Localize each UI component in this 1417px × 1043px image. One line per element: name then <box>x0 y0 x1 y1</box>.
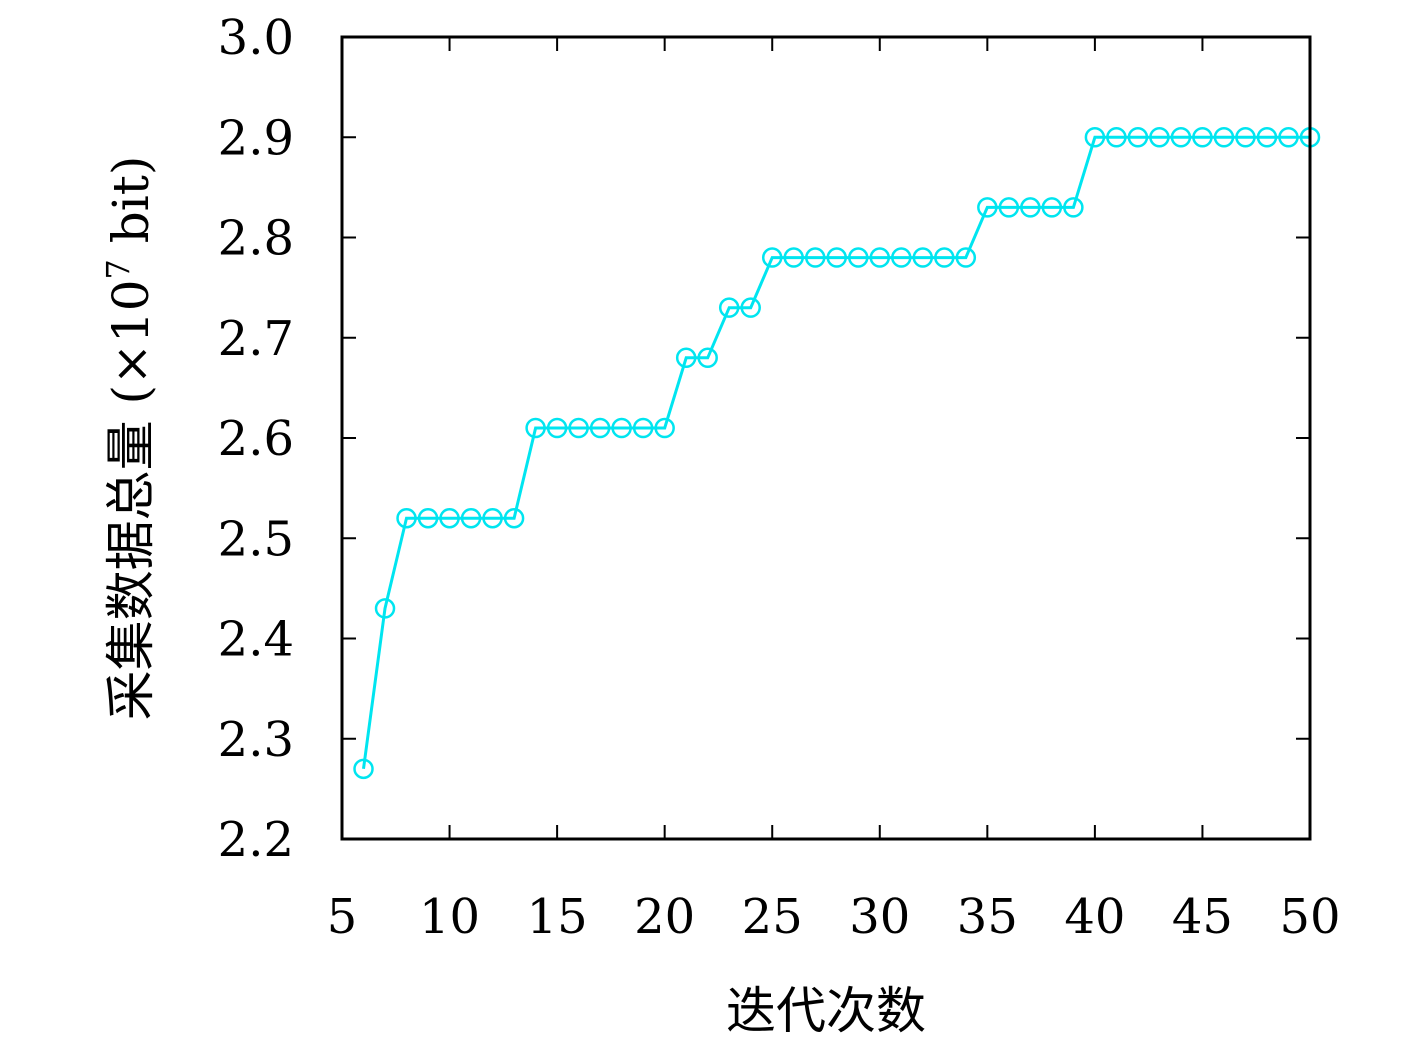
x-tick-label: 25 <box>742 889 803 945</box>
data-point <box>804 247 826 268</box>
data-point <box>675 347 697 369</box>
x-tick-label: 15 <box>527 889 588 945</box>
data-point <box>568 417 589 439</box>
data-point <box>589 417 611 439</box>
data-point <box>869 247 891 268</box>
data-point <box>934 247 955 268</box>
x-tick-label: 50 <box>1279 889 1340 945</box>
data-point <box>761 247 783 268</box>
data-point <box>1106 127 1127 148</box>
x-tick-label: 35 <box>957 889 1018 945</box>
y-tick-label: 2.8 <box>218 211 294 267</box>
y-tick-label: 2.6 <box>218 411 294 467</box>
x-tick-label: 30 <box>849 889 910 945</box>
y-tick-label: 2.4 <box>218 612 294 668</box>
series-line <box>362 135 1310 769</box>
data-point <box>460 507 482 529</box>
data-point <box>891 247 912 268</box>
data-point <box>611 417 632 439</box>
data-point <box>783 247 804 268</box>
data-point <box>1256 127 1278 148</box>
y-axis-title-unit: bit) <box>102 156 160 260</box>
series-group <box>353 127 1321 780</box>
y-tick-label: 2.9 <box>218 110 294 166</box>
data-point <box>740 297 761 318</box>
y-tick-label: 2.3 <box>218 712 294 768</box>
x-axis-title: 迭代次数 <box>726 982 926 1040</box>
y-axis-title: 采集数据总量 (×107 bit) <box>99 156 160 721</box>
axis-ticks <box>341 36 1311 840</box>
data-point <box>439 507 460 529</box>
data-point <box>1063 197 1084 218</box>
y-tick-label: 3.0 <box>218 10 294 66</box>
data-point <box>1213 127 1235 148</box>
data-point <box>546 417 568 439</box>
data-point <box>848 247 869 268</box>
y-tick-label: 2.5 <box>218 511 294 567</box>
data-point <box>1192 127 1213 148</box>
data-point <box>353 758 374 780</box>
data-point <box>955 247 977 268</box>
data-point <box>374 598 396 619</box>
y-tick-label: 2.2 <box>218 812 294 868</box>
data-point <box>826 247 848 268</box>
data-point <box>482 507 503 529</box>
data-point <box>654 417 675 439</box>
data-point <box>912 247 934 268</box>
data-point <box>632 417 654 439</box>
data-point <box>503 507 525 529</box>
data-point <box>417 507 439 529</box>
x-tick-label: 40 <box>1064 889 1125 945</box>
data-point <box>396 507 417 529</box>
data-point <box>1084 127 1106 148</box>
x-tick-label: 5 <box>327 889 358 945</box>
x-tick-label: 10 <box>419 889 480 945</box>
data-point <box>998 197 1020 218</box>
data-point <box>1170 127 1192 148</box>
data-point <box>1278 127 1299 148</box>
x-tick-label: 45 <box>1172 889 1233 945</box>
x-tick-label: 20 <box>634 889 695 945</box>
data-point <box>1041 197 1063 218</box>
y-tick-labels: 2.2 2.3 2.4 2.5 2.6 2.7 2.8 2.9 3.0 <box>218 10 294 868</box>
data-point <box>525 417 546 439</box>
data-point <box>697 347 718 369</box>
y-tick-label: 2.7 <box>218 311 294 367</box>
data-point <box>1127 127 1149 148</box>
data-point <box>1235 127 1256 148</box>
data-point <box>718 297 740 318</box>
x-tick-labels: 5 10 15 20 25 30 35 40 45 50 <box>327 889 1341 945</box>
plot-frame <box>340 35 1312 841</box>
data-point <box>1020 197 1041 218</box>
data-point <box>977 197 998 218</box>
data-point <box>1149 127 1170 148</box>
y-axis-title-text: 采集数据总量 (×10 <box>102 279 160 720</box>
y-axis-title-exponent: 7 <box>99 259 137 279</box>
